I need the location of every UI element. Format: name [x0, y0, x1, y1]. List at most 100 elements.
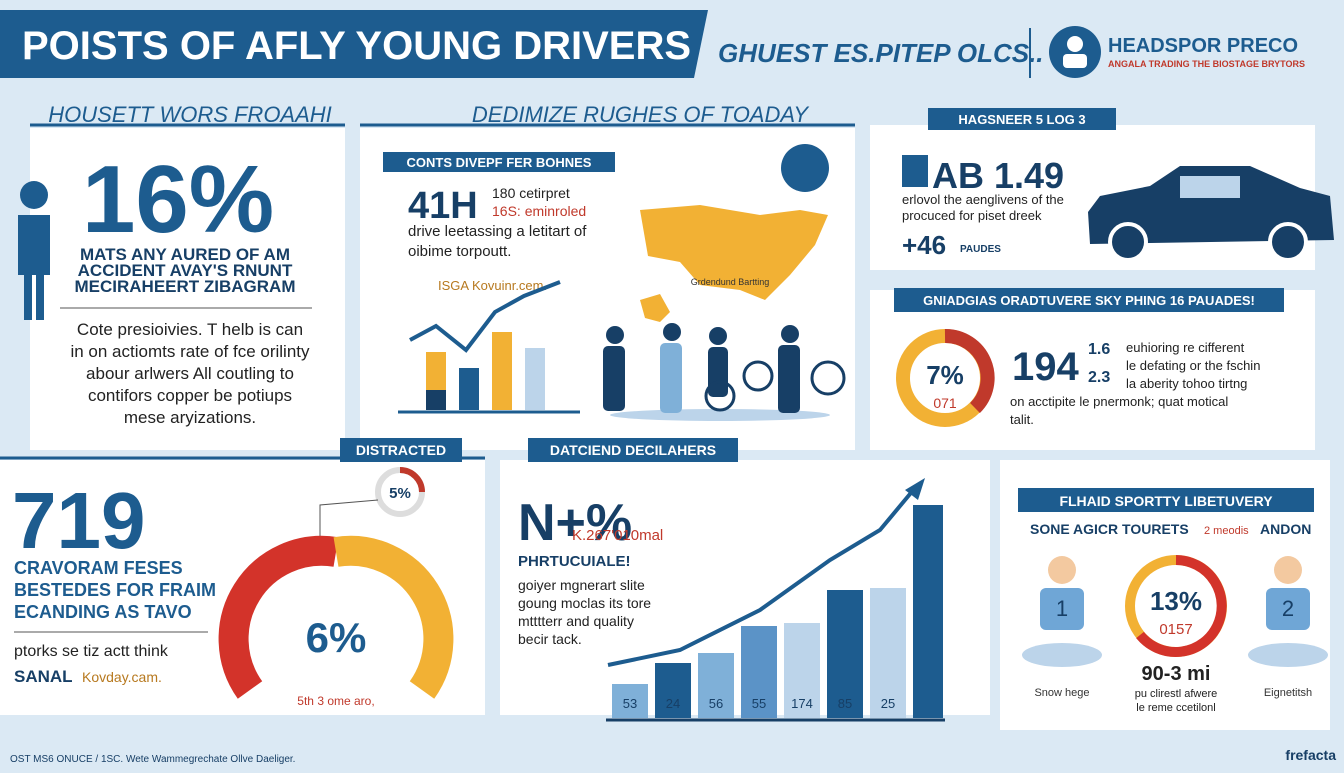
wheel [810, 360, 846, 396]
stat: 41H [408, 185, 478, 227]
trend-line [409, 280, 561, 353]
source: Kovday.cam. [82, 669, 162, 685]
person-label: Snow hege [1034, 687, 1089, 699]
bar-chart: 53 24 56 55 174 85 25 [612, 505, 943, 718]
label: HAGSNEER 5 LOG 3 [958, 112, 1085, 127]
person-body [660, 343, 682, 413]
gauge-arc [333, 535, 454, 699]
body-text: drive leetassing a letitart of [408, 223, 587, 240]
decoration [603, 323, 800, 413]
bar [612, 684, 648, 718]
label-bg [383, 152, 615, 172]
bar [870, 588, 906, 718]
subheading: PHRTUCUIALE! [518, 553, 631, 570]
gauge-value: 6% [306, 614, 367, 661]
body-text: erlovol the aenglivens of the [902, 192, 1064, 207]
body-text: goiyer mgnerart slite [518, 577, 645, 593]
connector [319, 499, 379, 540]
bar [459, 368, 479, 410]
bar [741, 626, 777, 718]
wheel [742, 360, 774, 392]
brand-tagline: ANGALA TRADING THE BIOSTAGE BRYTORS [1108, 59, 1305, 69]
car [1088, 166, 1334, 244]
bar-label: 55 [752, 696, 766, 711]
wheel [1268, 222, 1308, 262]
person-body [778, 345, 800, 413]
source-label: SANAL [14, 667, 73, 686]
donut-value: 13% [1150, 586, 1202, 616]
subheading: ANDON [1260, 521, 1311, 537]
person-number: 1 [1056, 596, 1068, 621]
bar-label: 174 [791, 696, 813, 711]
note: pu clirestl afwere [1135, 688, 1218, 700]
bar [784, 623, 820, 718]
body-text: goung moclas its tore [518, 595, 651, 611]
gauge-note: 5th 3 ome aro, [297, 694, 374, 708]
map [640, 294, 670, 322]
section-heading: HOUSETT WORS FROAAHI [48, 102, 332, 127]
subtitle: GHUEST ES.PITEP OLCS.. [718, 38, 1044, 68]
wheel [1108, 222, 1148, 262]
credit: OST MS6 ONUCE / 1SC. Wete Wammegrechate … [10, 754, 295, 765]
body-text: le defating or the fschin [1126, 358, 1260, 373]
body-text: procuced for piset dreek [902, 208, 1042, 223]
body-text: contifors copper be potiups [88, 386, 292, 405]
decoration: Cote presioivies. T helb is can in on ac… [70, 320, 310, 427]
person-number: 2 [1282, 596, 1294, 621]
stat: 16% [82, 146, 274, 253]
donut-sub: 0157 [1159, 621, 1192, 638]
bar [426, 390, 446, 410]
body-text: mtttterr and quality [518, 613, 634, 629]
stat: +46 [902, 230, 946, 260]
body-text: euhioring re cifferent [1126, 340, 1245, 355]
brand: HEADSPOR PRECO [1108, 35, 1298, 57]
stat-sup: 1.6 [1088, 341, 1110, 358]
donut-sub: 071 [933, 395, 957, 411]
label-bg [894, 288, 1284, 312]
trend-line [607, 486, 917, 667]
body-text: la aberity tohoo tirtng [1126, 376, 1247, 391]
bar-label: 85 [838, 696, 852, 711]
body-text: on acctipite le pnermonk; quat motical [1010, 394, 1228, 409]
donut-arc [1136, 555, 1227, 657]
person-body [708, 347, 728, 397]
label-bg [1018, 488, 1314, 512]
person-legs [1248, 643, 1328, 667]
title: POISTS OF AFLY YOUNG DRIVERS [22, 24, 691, 68]
bar [827, 590, 863, 718]
caption: MATS ANY AURED OF AM [80, 245, 290, 264]
donut-arc [399, 467, 425, 493]
label: DATCIEND DECILAHERS [550, 442, 716, 458]
person-head [606, 326, 624, 344]
stat-note: 180 cetirpret [492, 185, 570, 201]
stat: 90-3 mi [1142, 663, 1211, 685]
speech-bubble [781, 144, 829, 192]
source: ISGA Kovuinr.cem. [438, 278, 547, 293]
donut-value: 7% [926, 360, 964, 390]
body-text: talit. [1010, 412, 1034, 427]
bar [698, 653, 734, 718]
label: FLHAID SPORTTY LIBETUVERY [1059, 493, 1273, 509]
label: CONTS DIVEPF FER BOHNES [407, 155, 592, 170]
logo-head [1067, 36, 1083, 52]
icon [902, 155, 928, 187]
person-head [1048, 556, 1076, 584]
stat-note: K.267'010mal [572, 527, 663, 544]
person-head [709, 327, 727, 345]
person-body [1040, 588, 1084, 630]
wheel [704, 380, 736, 412]
gauge-arc [218, 535, 339, 699]
decoration [704, 360, 846, 412]
person-label: Eignetitsh [1264, 687, 1312, 699]
person-body [18, 215, 50, 320]
decoration: goiyer mgnerart slite goung moclas its t… [518, 577, 651, 647]
caption: BESTEDES FOR FRAIM [14, 580, 216, 600]
stat-sub: 2.3 [1088, 369, 1110, 386]
person-legs [1022, 643, 1102, 667]
map-label: Grdendund Bartting [691, 277, 770, 287]
sub-tag: 2 meodis [1204, 525, 1249, 537]
donut-value: 5% [389, 485, 411, 502]
person-head [781, 325, 799, 343]
stat-note: 16S: eminroled [492, 203, 586, 219]
